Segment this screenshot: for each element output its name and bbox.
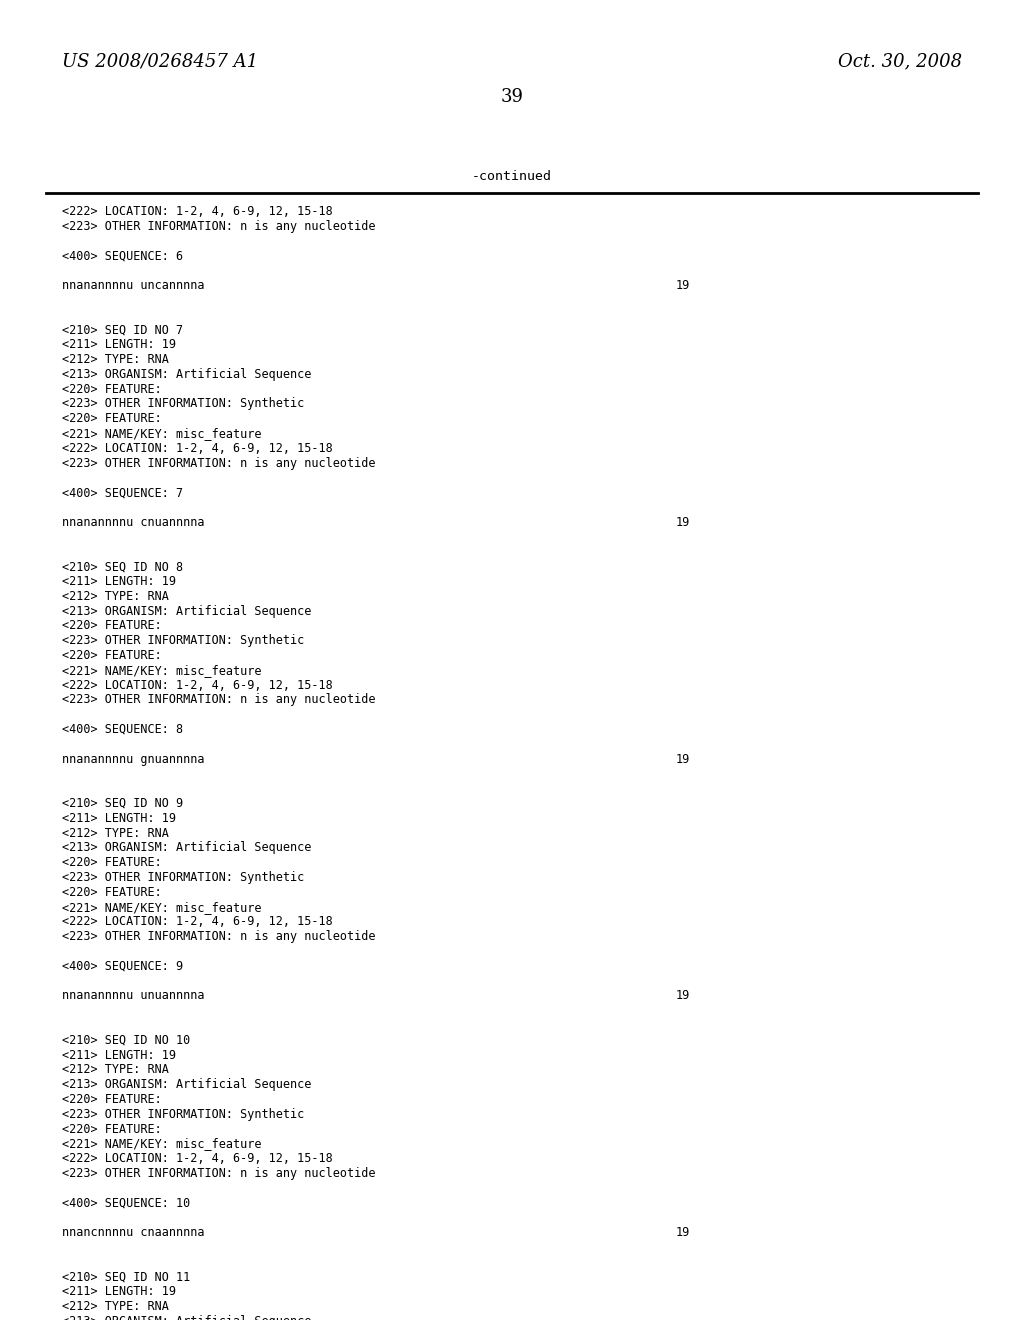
Text: <212> TYPE: RNA: <212> TYPE: RNA: [62, 590, 169, 603]
Text: <222> LOCATION: 1-2, 4, 6-9, 12, 15-18: <222> LOCATION: 1-2, 4, 6-9, 12, 15-18: [62, 678, 333, 692]
Text: <220> FEATURE:: <220> FEATURE:: [62, 649, 162, 663]
Text: <213> ORGANISM: Artificial Sequence: <213> ORGANISM: Artificial Sequence: [62, 841, 311, 854]
Text: <210> SEQ ID NO 9: <210> SEQ ID NO 9: [62, 797, 183, 810]
Text: <220> FEATURE:: <220> FEATURE:: [62, 412, 162, 425]
Text: <213> ORGANISM: Artificial Sequence: <213> ORGANISM: Artificial Sequence: [62, 1315, 311, 1320]
Text: <223> OTHER INFORMATION: n is any nucleotide: <223> OTHER INFORMATION: n is any nucleo…: [62, 457, 376, 470]
Text: <223> OTHER INFORMATION: Synthetic: <223> OTHER INFORMATION: Synthetic: [62, 1107, 304, 1121]
Text: <220> FEATURE:: <220> FEATURE:: [62, 886, 162, 899]
Text: <223> OTHER INFORMATION: n is any nucleotide: <223> OTHER INFORMATION: n is any nucleo…: [62, 220, 376, 232]
Text: <213> ORGANISM: Artificial Sequence: <213> ORGANISM: Artificial Sequence: [62, 1078, 311, 1092]
Text: <223> OTHER INFORMATION: Synthetic: <223> OTHER INFORMATION: Synthetic: [62, 871, 304, 884]
Text: <400> SEQUENCE: 6: <400> SEQUENCE: 6: [62, 249, 183, 263]
Text: nnanannnnu unuannnna: nnanannnnu unuannnna: [62, 990, 205, 1002]
Text: <223> OTHER INFORMATION: Synthetic: <223> OTHER INFORMATION: Synthetic: [62, 397, 304, 411]
Text: <210> SEQ ID NO 8: <210> SEQ ID NO 8: [62, 560, 183, 573]
Text: <211> LENGTH: 19: <211> LENGTH: 19: [62, 338, 176, 351]
Text: <210> SEQ ID NO 7: <210> SEQ ID NO 7: [62, 323, 183, 337]
Text: <220> FEATURE:: <220> FEATURE:: [62, 1093, 162, 1106]
Text: <222> LOCATION: 1-2, 4, 6-9, 12, 15-18: <222> LOCATION: 1-2, 4, 6-9, 12, 15-18: [62, 205, 333, 218]
Text: <211> LENGTH: 19: <211> LENGTH: 19: [62, 576, 176, 587]
Text: <400> SEQUENCE: 7: <400> SEQUENCE: 7: [62, 486, 183, 499]
Text: <400> SEQUENCE: 10: <400> SEQUENCE: 10: [62, 1197, 190, 1209]
Text: nnanannnnu gnuannnna: nnanannnnu gnuannnna: [62, 752, 205, 766]
Text: Oct. 30, 2008: Oct. 30, 2008: [838, 51, 962, 70]
Text: <211> LENGTH: 19: <211> LENGTH: 19: [62, 1048, 176, 1061]
Text: 19: 19: [676, 990, 690, 1002]
Text: nnancnnnnu cnaannnna: nnancnnnnu cnaannnna: [62, 1226, 205, 1239]
Text: <222> LOCATION: 1-2, 4, 6-9, 12, 15-18: <222> LOCATION: 1-2, 4, 6-9, 12, 15-18: [62, 915, 333, 928]
Text: <212> TYPE: RNA: <212> TYPE: RNA: [62, 352, 169, 366]
Text: <221> NAME/KEY: misc_feature: <221> NAME/KEY: misc_feature: [62, 900, 261, 913]
Text: 19: 19: [676, 516, 690, 529]
Text: <212> TYPE: RNA: <212> TYPE: RNA: [62, 1300, 169, 1313]
Text: <211> LENGTH: 19: <211> LENGTH: 19: [62, 812, 176, 825]
Text: 39: 39: [501, 88, 523, 106]
Text: <220> FEATURE:: <220> FEATURE:: [62, 383, 162, 396]
Text: <222> LOCATION: 1-2, 4, 6-9, 12, 15-18: <222> LOCATION: 1-2, 4, 6-9, 12, 15-18: [62, 1152, 333, 1166]
Text: <221> NAME/KEY: misc_feature: <221> NAME/KEY: misc_feature: [62, 1138, 261, 1151]
Text: <223> OTHER INFORMATION: n is any nucleotide: <223> OTHER INFORMATION: n is any nucleo…: [62, 1167, 376, 1180]
Text: <220> FEATURE:: <220> FEATURE:: [62, 1122, 162, 1135]
Text: <223> OTHER INFORMATION: n is any nucleotide: <223> OTHER INFORMATION: n is any nucleo…: [62, 931, 376, 944]
Text: nnanannnnu cnuannnna: nnanannnnu cnuannnna: [62, 516, 205, 529]
Text: nnanannnnu uncannnna: nnanannnnu uncannnna: [62, 279, 205, 292]
Text: <212> TYPE: RNA: <212> TYPE: RNA: [62, 1064, 169, 1076]
Text: <213> ORGANISM: Artificial Sequence: <213> ORGANISM: Artificial Sequence: [62, 605, 311, 618]
Text: <400> SEQUENCE: 9: <400> SEQUENCE: 9: [62, 960, 183, 973]
Text: <210> SEQ ID NO 11: <210> SEQ ID NO 11: [62, 1271, 190, 1283]
Text: <221> NAME/KEY: misc_feature: <221> NAME/KEY: misc_feature: [62, 426, 261, 440]
Text: <212> TYPE: RNA: <212> TYPE: RNA: [62, 826, 169, 840]
Text: <220> FEATURE:: <220> FEATURE:: [62, 619, 162, 632]
Text: 19: 19: [676, 752, 690, 766]
Text: <223> OTHER INFORMATION: n is any nucleotide: <223> OTHER INFORMATION: n is any nucleo…: [62, 693, 376, 706]
Text: <220> FEATURE:: <220> FEATURE:: [62, 857, 162, 869]
Text: <223> OTHER INFORMATION: Synthetic: <223> OTHER INFORMATION: Synthetic: [62, 634, 304, 647]
Text: US 2008/0268457 A1: US 2008/0268457 A1: [62, 51, 258, 70]
Text: <222> LOCATION: 1-2, 4, 6-9, 12, 15-18: <222> LOCATION: 1-2, 4, 6-9, 12, 15-18: [62, 442, 333, 455]
Text: <210> SEQ ID NO 10: <210> SEQ ID NO 10: [62, 1034, 190, 1047]
Text: <213> ORGANISM: Artificial Sequence: <213> ORGANISM: Artificial Sequence: [62, 368, 311, 380]
Text: 19: 19: [676, 279, 690, 292]
Text: <400> SEQUENCE: 8: <400> SEQUENCE: 8: [62, 723, 183, 737]
Text: <211> LENGTH: 19: <211> LENGTH: 19: [62, 1286, 176, 1299]
Text: 19: 19: [676, 1226, 690, 1239]
Text: -continued: -continued: [472, 170, 552, 183]
Text: <221> NAME/KEY: misc_feature: <221> NAME/KEY: misc_feature: [62, 664, 261, 677]
